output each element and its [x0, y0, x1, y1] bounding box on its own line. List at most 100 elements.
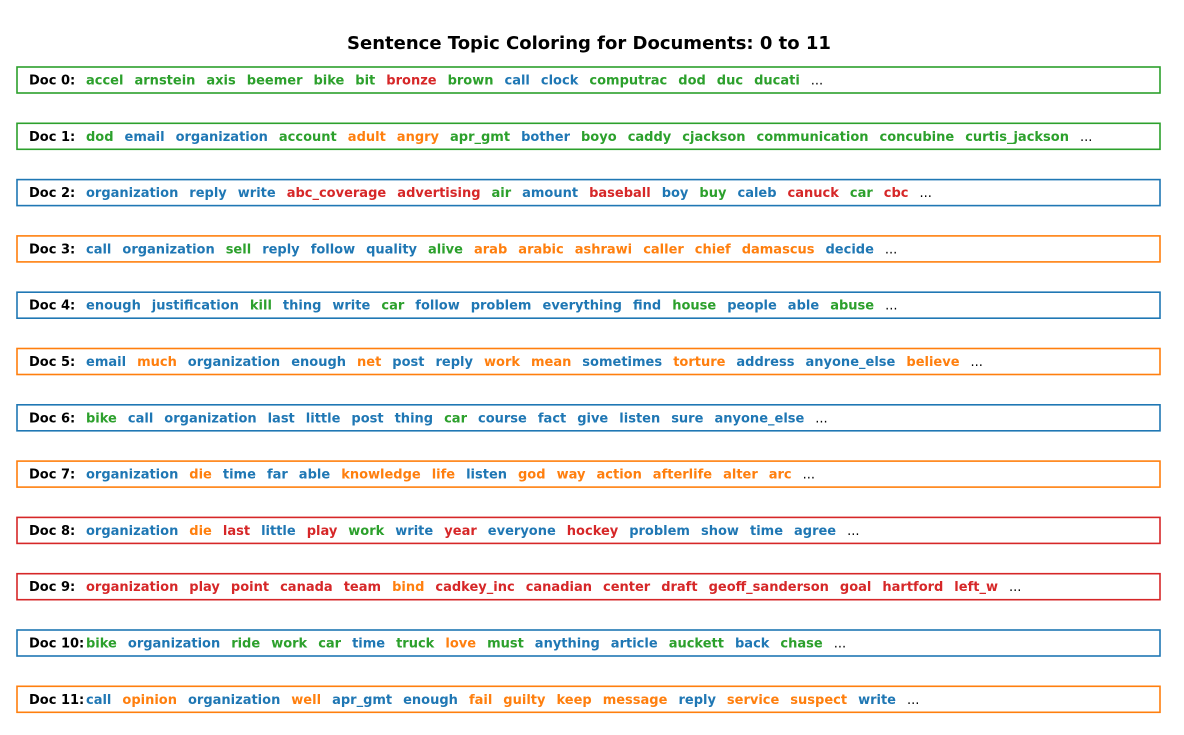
ellipsis: ...: [815, 411, 827, 426]
topic-word: point: [231, 580, 269, 595]
topic-word: curtis_jackson: [965, 130, 1069, 145]
topic-word: caller: [643, 242, 684, 257]
ellipsis: ...: [907, 693, 919, 708]
doc-row: Doc 7: organization die time far able knowledg…: [16, 460, 1161, 488]
topic-word: follow: [415, 299, 459, 314]
topic-word: sell: [226, 242, 251, 257]
topic-word: clock: [541, 74, 579, 89]
topic-word: last: [223, 524, 250, 539]
ellipsis: ...: [920, 186, 932, 201]
topic-word: follow: [311, 242, 355, 257]
topic-word: accel: [86, 74, 123, 89]
topic-word: cbc: [884, 186, 909, 201]
ellipsis: ...: [885, 299, 897, 314]
doc-row: Doc 8: organization die last little play work w…: [16, 516, 1161, 545]
topic-word: abc_coverage: [287, 186, 387, 201]
doc-row: Doc 3: call organization sell reply follow qua…: [16, 235, 1161, 263]
topic-word: car: [444, 411, 467, 426]
doc-label: Doc 6:: [29, 411, 75, 426]
topic-word: able: [299, 468, 331, 483]
topic-word: action: [597, 468, 642, 483]
topic-word: thing: [283, 299, 322, 314]
topic-word: left_w: [954, 580, 998, 595]
topic-word: abuse: [830, 299, 874, 314]
topic-word: well: [291, 693, 321, 708]
topic-word: dod: [86, 130, 114, 145]
topic-word: bother: [521, 130, 571, 145]
doc-frame: [16, 460, 1161, 488]
topic-word: hartford: [882, 580, 943, 595]
topic-word: caddy: [628, 130, 672, 145]
topic-word: arabic: [518, 242, 563, 257]
doc-frame: [16, 685, 1161, 714]
topic-word: people: [727, 299, 777, 314]
topic-word: reply: [436, 355, 474, 370]
topic-word: enough: [403, 693, 458, 708]
topic-word: duc: [717, 74, 743, 89]
ellipsis: ...: [1009, 580, 1021, 595]
ellipsis: ...: [834, 637, 846, 652]
topic-word: problem: [471, 299, 532, 314]
topic-word: anyone_else: [806, 355, 896, 370]
topic-word: quality: [366, 242, 417, 257]
doc-label: Doc 10:: [29, 637, 84, 652]
topic-word: time: [223, 468, 256, 483]
topic-word: call: [128, 411, 153, 426]
topic-word: thing: [395, 411, 434, 426]
topic-word: able: [788, 299, 820, 314]
doc-row: Doc 2: organization reply write abc_coverage…: [16, 178, 1161, 207]
doc-label: Doc 7:: [29, 468, 75, 483]
topic-word: brown: [448, 74, 494, 89]
doc-frame: [16, 572, 1161, 601]
topic-word: computrac: [589, 74, 667, 89]
doc-label: Doc 1:: [29, 130, 75, 145]
topic-word: fail: [469, 693, 492, 708]
topic-word: write: [858, 693, 896, 708]
topic-word: concubine: [880, 130, 955, 145]
topic-word: bike: [314, 74, 345, 89]
topic-word: call: [86, 242, 111, 257]
topic-word: boyo: [581, 130, 617, 145]
topic-word: reply: [262, 242, 300, 257]
topic-word: mean: [531, 355, 571, 370]
topic-word: arab: [474, 242, 507, 257]
topic-word: ashrawi: [575, 242, 632, 257]
topic-word: knowledge: [341, 468, 421, 483]
chart-title: Sentence Topic Coloring for Documents: 0…: [347, 33, 831, 54]
topic-word: opinion: [122, 693, 177, 708]
topic-word: cadkey_inc: [435, 580, 514, 595]
topic-word: message: [603, 693, 668, 708]
topic-word: organization: [86, 186, 178, 201]
topic-word: sure: [671, 411, 703, 426]
topic-word: little: [261, 524, 296, 539]
topic-word: draft: [661, 580, 697, 595]
topic-word: organization: [86, 468, 178, 483]
topic-word: organization: [128, 637, 220, 652]
topic-word: decide: [826, 242, 875, 257]
topic-word: die: [189, 468, 212, 483]
ellipsis: ...: [885, 242, 897, 257]
topic-word: believe: [906, 355, 959, 370]
topic-word: post: [351, 411, 383, 426]
topic-word: call: [505, 74, 530, 89]
doc-row: Doc 6: bike call organization last little post…: [16, 403, 1161, 432]
topic-word: work: [271, 637, 307, 652]
topic-word: car: [381, 299, 404, 314]
topic-word: suspect: [790, 693, 847, 708]
topic-word: time: [352, 637, 385, 652]
doc-row: Doc 9: organization play point canada team bin…: [16, 572, 1161, 601]
ellipsis: ...: [971, 355, 983, 370]
topic-word: arc: [769, 468, 792, 483]
topic-word: apr_gmt: [450, 130, 510, 145]
ellipsis: ...: [1080, 130, 1092, 145]
topic-word: geoff_sanderson: [709, 580, 829, 595]
topic-word: canuck: [788, 186, 840, 201]
topic-word: house: [672, 299, 716, 314]
topic-word: chief: [695, 242, 731, 257]
topic-word: ride: [231, 637, 260, 652]
topic-word: reply: [679, 693, 717, 708]
topic-word: year: [444, 524, 477, 539]
topic-word: everyone: [488, 524, 556, 539]
